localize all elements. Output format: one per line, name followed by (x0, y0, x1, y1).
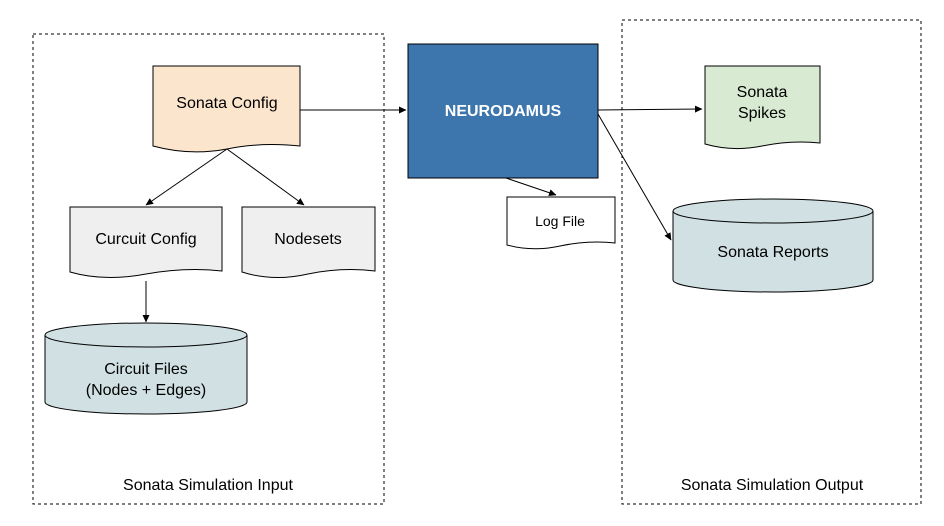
log-file-node: Log File (506, 196, 616, 250)
circuit-files-label-line2: (Nodes + Edges) (86, 382, 207, 399)
edge-neurodamus-to-reports (597, 113, 672, 241)
input-group-label: Sonata Simulation Input (123, 477, 293, 494)
edge-config-to-curcuit-config (145, 148, 228, 206)
circuit-files-node: Circuit Files (Nodes + Edges) (44, 322, 248, 415)
sonata-reports-label: Sonata Reports (717, 244, 828, 261)
edge-config-to-nodesets (226, 148, 305, 206)
edge-neurodamus-to-spikes (597, 105, 703, 113)
nodesets-node: Nodesets (241, 206, 376, 279)
sonata-spikes-node: Sonata Spikes (704, 65, 821, 150)
edge-neurodamus-to-log-file (505, 177, 557, 197)
curcuit-config-node: Curcuit Config (69, 206, 223, 279)
sonata-spikes-label-line1: Sonata (737, 84, 788, 101)
log-file-label: Log File (535, 213, 585, 229)
nodesets-label: Nodesets (274, 231, 342, 248)
output-group-label: Sonata Simulation Output (681, 477, 864, 494)
sonata-config-label: Sonata Config (176, 95, 277, 112)
sonata-reports-node: Sonata Reports (672, 198, 874, 293)
input-group: Sonata Simulation Input (32, 33, 385, 505)
output-group: Sonata Simulation Output (621, 19, 922, 505)
sonata-spikes-label-line2: Spikes (738, 105, 786, 122)
edges (142, 105, 703, 323)
sonata-config-node: Sonata Config (152, 65, 301, 153)
curcuit-config-label: Curcuit Config (95, 231, 196, 248)
neurodamus-node: NEURODAMUS (407, 43, 599, 179)
circuit-files-label-line1: Circuit Files (104, 361, 188, 378)
neurodamus-label: NEURODAMUS (445, 103, 562, 120)
